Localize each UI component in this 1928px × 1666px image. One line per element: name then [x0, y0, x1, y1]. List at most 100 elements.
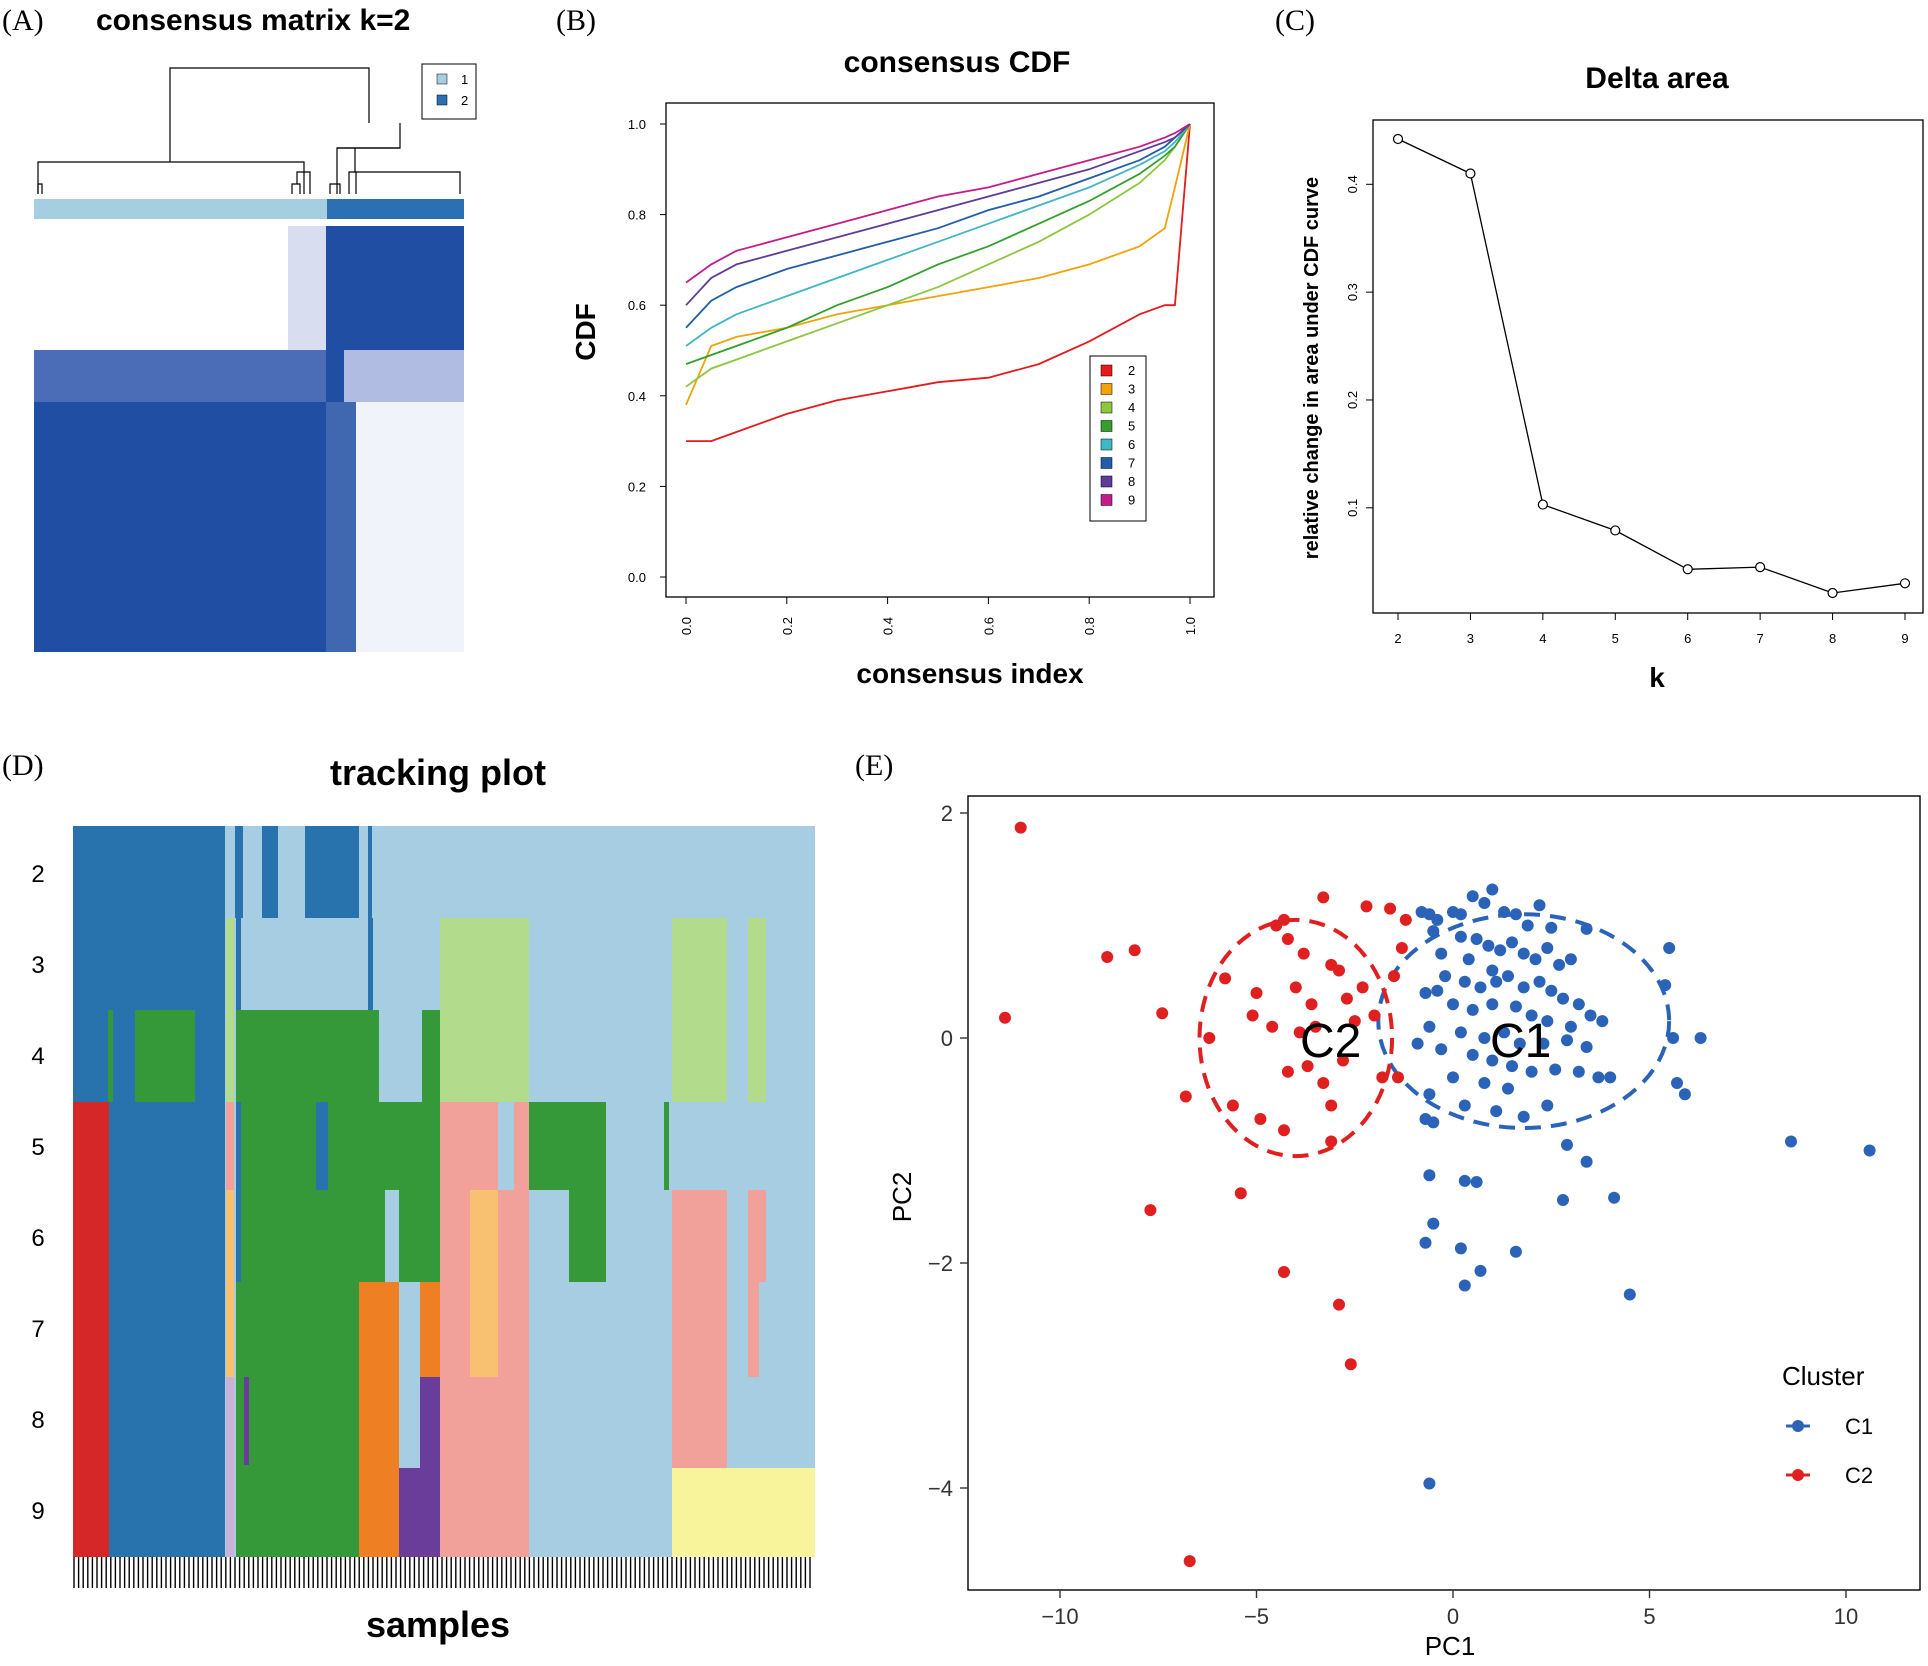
panel-e-legend: Cluster C1 C2: [1782, 1361, 1873, 1488]
panel-c-ytick-label: 0.3: [1345, 283, 1360, 301]
panel-e-point-c2: [1388, 970, 1400, 983]
panel-e-point-c1: [1411, 1037, 1424, 1050]
panel-d-block: [236, 1102, 241, 1282]
panel-e-point-c1: [1678, 1088, 1691, 1101]
panel-a-legend-swatch-2: [436, 94, 448, 106]
panel-e-point-c1: [1553, 958, 1566, 971]
panel-e-point-c1: [1785, 1135, 1797, 1148]
panel-e-point-c1: [1561, 1034, 1573, 1047]
panel-a-label: (A): [2, 4, 44, 37]
panel-e-point-c1: [1545, 984, 1558, 997]
panel-d-row-label: 5: [31, 1134, 44, 1161]
panel-b-line-k8: [685, 123, 1191, 306]
panel-b-ytick-label: 1.0: [628, 117, 646, 132]
panel-e-point-c2: [1384, 902, 1397, 915]
panel-b-line-k5: [685, 123, 1191, 365]
panel-e-xtick-label: 5: [1643, 1604, 1655, 1629]
panel-e-point-c2: [1278, 1266, 1290, 1278]
panel-e-point-c1: [1419, 1113, 1432, 1125]
panel-e-point-c2: [1156, 1007, 1169, 1020]
panel-e-point-c2: [1278, 1124, 1290, 1137]
panel-e-point-c1: [1533, 975, 1546, 988]
panel-e-point-c1: [1466, 1048, 1479, 1061]
panel-e-point-c2: [1376, 1071, 1389, 1084]
panel-e-point-c2: [1333, 964, 1345, 977]
panel-e-point-c1: [1439, 970, 1452, 983]
panel-c-point: [1537, 499, 1548, 510]
panel-e-point-c2: [1128, 944, 1141, 957]
panel-c-xtick-label: 4: [1539, 631, 1546, 646]
panel-e-point-c1: [1454, 908, 1467, 921]
panel-e-legend-marker-c2: [1792, 1469, 1804, 1481]
panel-e-point-c2: [1368, 1009, 1381, 1022]
panel-e-point-c2: [1360, 900, 1373, 913]
panel-e-point-c2: [1301, 1060, 1314, 1073]
panel-d-block: [748, 1190, 766, 1282]
panel-e-xlabel: PC1: [1425, 1631, 1476, 1661]
panel-d-block: [664, 1102, 669, 1190]
panel-d-block: [470, 1190, 498, 1377]
panel-e-point-c1: [1663, 942, 1676, 954]
panel-e-point-c1: [1608, 1191, 1621, 1204]
panel-b-plot-frame: [665, 102, 1215, 598]
panel-d-block: [226, 918, 234, 1010]
panel-e-point-c1: [1525, 1009, 1538, 1022]
panel-c-title: Delta area: [1585, 62, 1729, 95]
panel-e-point-c2: [1348, 1015, 1361, 1028]
panel-e-point-c1: [1659, 979, 1672, 992]
panel-d-row-labels: 2 3 4 5 6 7 8 9: [31, 861, 44, 1525]
panel-d-block: [569, 1190, 606, 1282]
panel-c-point: [1610, 525, 1621, 536]
panel-a-fuzzy-edge-1: [288, 226, 328, 350]
panel-e-point-c2: [1281, 1065, 1294, 1078]
panel-d-block: [422, 1010, 440, 1102]
panel-b-ytick-label: 0.0: [628, 570, 646, 585]
panel-c-xtick-label: 2: [1394, 631, 1401, 646]
panel-b-legend-label: 6: [1128, 437, 1135, 452]
panel-c-plot-frame: [1372, 119, 1924, 614]
panel-e-point-c1: [1580, 1155, 1593, 1168]
panel-e-point-c1: [1604, 1071, 1617, 1084]
panel-e-point-c1: [1423, 1020, 1436, 1033]
panel-c-line: [1397, 138, 1906, 594]
panel-e-point-c1: [1623, 1288, 1636, 1301]
panel-d-block: [368, 826, 372, 918]
panel-b-legend-label: 5: [1128, 419, 1135, 434]
panel-e-point-c2: [1325, 1135, 1338, 1148]
panel-e-point-c1: [1458, 1279, 1471, 1292]
panel-e-point-c2: [1254, 1113, 1267, 1125]
panel-b-ytick-label: 0.6: [628, 298, 646, 313]
panel-e-point-c2: [1317, 1077, 1330, 1089]
panel-d-row-label: 2: [31, 861, 44, 888]
panel-e-point-c1: [1470, 1176, 1483, 1188]
panel-c-label: (C): [1275, 4, 1315, 37]
panel-c-series: [1392, 133, 1911, 599]
panel-b-legend-label: 9: [1128, 493, 1135, 508]
panel-e-annotation-c2: C2: [1300, 1015, 1361, 1068]
panel-e-point-c1: [1466, 1003, 1479, 1016]
panel-e-point-c1: [1572, 998, 1585, 1011]
panel-d-block: [672, 1010, 727, 1102]
panel-c-ytick-label: 0.2: [1345, 391, 1360, 409]
panel-e-xtick-label: −10: [1041, 1604, 1078, 1629]
panel-e-point-c1: [1454, 930, 1467, 943]
panel-e-point-c1: [1478, 897, 1491, 909]
panel-d-block: [305, 826, 359, 918]
panel-b-xtick-label: 0.6: [981, 617, 996, 635]
panel-e-point-c2: [1293, 1026, 1306, 1039]
panel-e-point-c1: [1486, 964, 1499, 977]
panel-b-legend-label: 4: [1128, 400, 1135, 415]
panel-a-fuzzy-edge-3: [356, 402, 464, 652]
panel-c-ytick-label: 0.4: [1345, 175, 1360, 193]
panel-a-matrix: [34, 226, 464, 652]
panel-e-point-c1: [1454, 1242, 1467, 1255]
panel-a: (A) consensus matrix k=2: [2, 4, 477, 652]
panel-d-block: [748, 1010, 766, 1102]
panel-c-point: [1392, 133, 1404, 145]
panel-e-point-c1: [1517, 1110, 1530, 1123]
panel-b-xtick-label: 0.0: [679, 617, 694, 635]
panel-a-dendrogram: [37, 67, 461, 194]
panel-e-point-c1: [1427, 925, 1440, 938]
panel-d-title: tracking plot: [330, 752, 546, 793]
panel-b-xtick-label: 0.8: [1082, 617, 1097, 635]
